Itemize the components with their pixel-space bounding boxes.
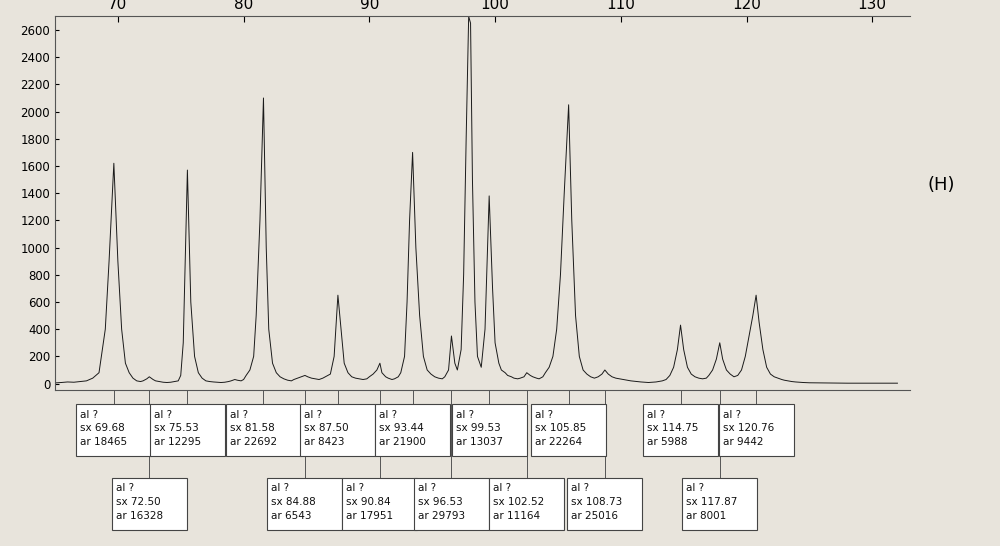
Text: (H): (H) — [927, 176, 955, 194]
Text: ar 6543: ar 6543 — [271, 511, 312, 520]
Text: ar 22692: ar 22692 — [230, 437, 277, 447]
Text: al ?: al ? — [571, 483, 589, 493]
Text: ar 9442: ar 9442 — [723, 437, 763, 447]
Text: sx 117.87: sx 117.87 — [686, 497, 738, 507]
Text: sx 72.50: sx 72.50 — [116, 497, 160, 507]
Text: sx 90.84: sx 90.84 — [346, 497, 391, 507]
Text: al ?: al ? — [230, 410, 248, 419]
Text: al ?: al ? — [535, 410, 553, 419]
Text: ar 5988: ar 5988 — [647, 437, 688, 447]
Text: al ?: al ? — [379, 410, 397, 419]
Text: al ?: al ? — [493, 483, 511, 493]
Text: al ?: al ? — [723, 410, 741, 419]
Text: ar 8423: ar 8423 — [304, 437, 345, 447]
Text: ar 11164: ar 11164 — [493, 511, 540, 520]
Text: al ?: al ? — [686, 483, 704, 493]
Text: al ?: al ? — [271, 483, 290, 493]
Text: sx 84.88: sx 84.88 — [271, 497, 316, 507]
Text: sx 108.73: sx 108.73 — [571, 497, 623, 507]
Text: al ?: al ? — [456, 410, 474, 419]
Text: sx 81.58: sx 81.58 — [230, 423, 275, 433]
Text: sx 96.53: sx 96.53 — [418, 497, 463, 507]
Text: ar 21900: ar 21900 — [379, 437, 426, 447]
Text: al ?: al ? — [80, 410, 98, 419]
Text: sx 99.53: sx 99.53 — [456, 423, 500, 433]
Text: sx 120.76: sx 120.76 — [723, 423, 774, 433]
Text: ar 8001: ar 8001 — [686, 511, 727, 520]
Text: sx 93.44: sx 93.44 — [379, 423, 424, 433]
Text: ar 16328: ar 16328 — [116, 511, 163, 520]
Text: ar 18465: ar 18465 — [80, 437, 127, 447]
Text: sx 69.68: sx 69.68 — [80, 423, 125, 433]
Text: ar 25016: ar 25016 — [571, 511, 618, 520]
Text: ar 13037: ar 13037 — [456, 437, 503, 447]
Text: al ?: al ? — [647, 410, 665, 419]
Text: ar 29793: ar 29793 — [418, 511, 465, 520]
Text: ar 17951: ar 17951 — [346, 511, 394, 520]
Text: sx 87.50: sx 87.50 — [304, 423, 349, 433]
Text: sx 75.53: sx 75.53 — [154, 423, 199, 433]
Text: al ?: al ? — [346, 483, 365, 493]
Text: al ?: al ? — [116, 483, 134, 493]
Text: ar 22264: ar 22264 — [535, 437, 582, 447]
Text: al ?: al ? — [154, 410, 172, 419]
Text: sx 105.85: sx 105.85 — [535, 423, 586, 433]
Text: sx 114.75: sx 114.75 — [647, 423, 698, 433]
Text: al ?: al ? — [418, 483, 436, 493]
Text: ar 12295: ar 12295 — [154, 437, 201, 447]
Text: al ?: al ? — [304, 410, 323, 419]
Text: sx 102.52: sx 102.52 — [493, 497, 545, 507]
